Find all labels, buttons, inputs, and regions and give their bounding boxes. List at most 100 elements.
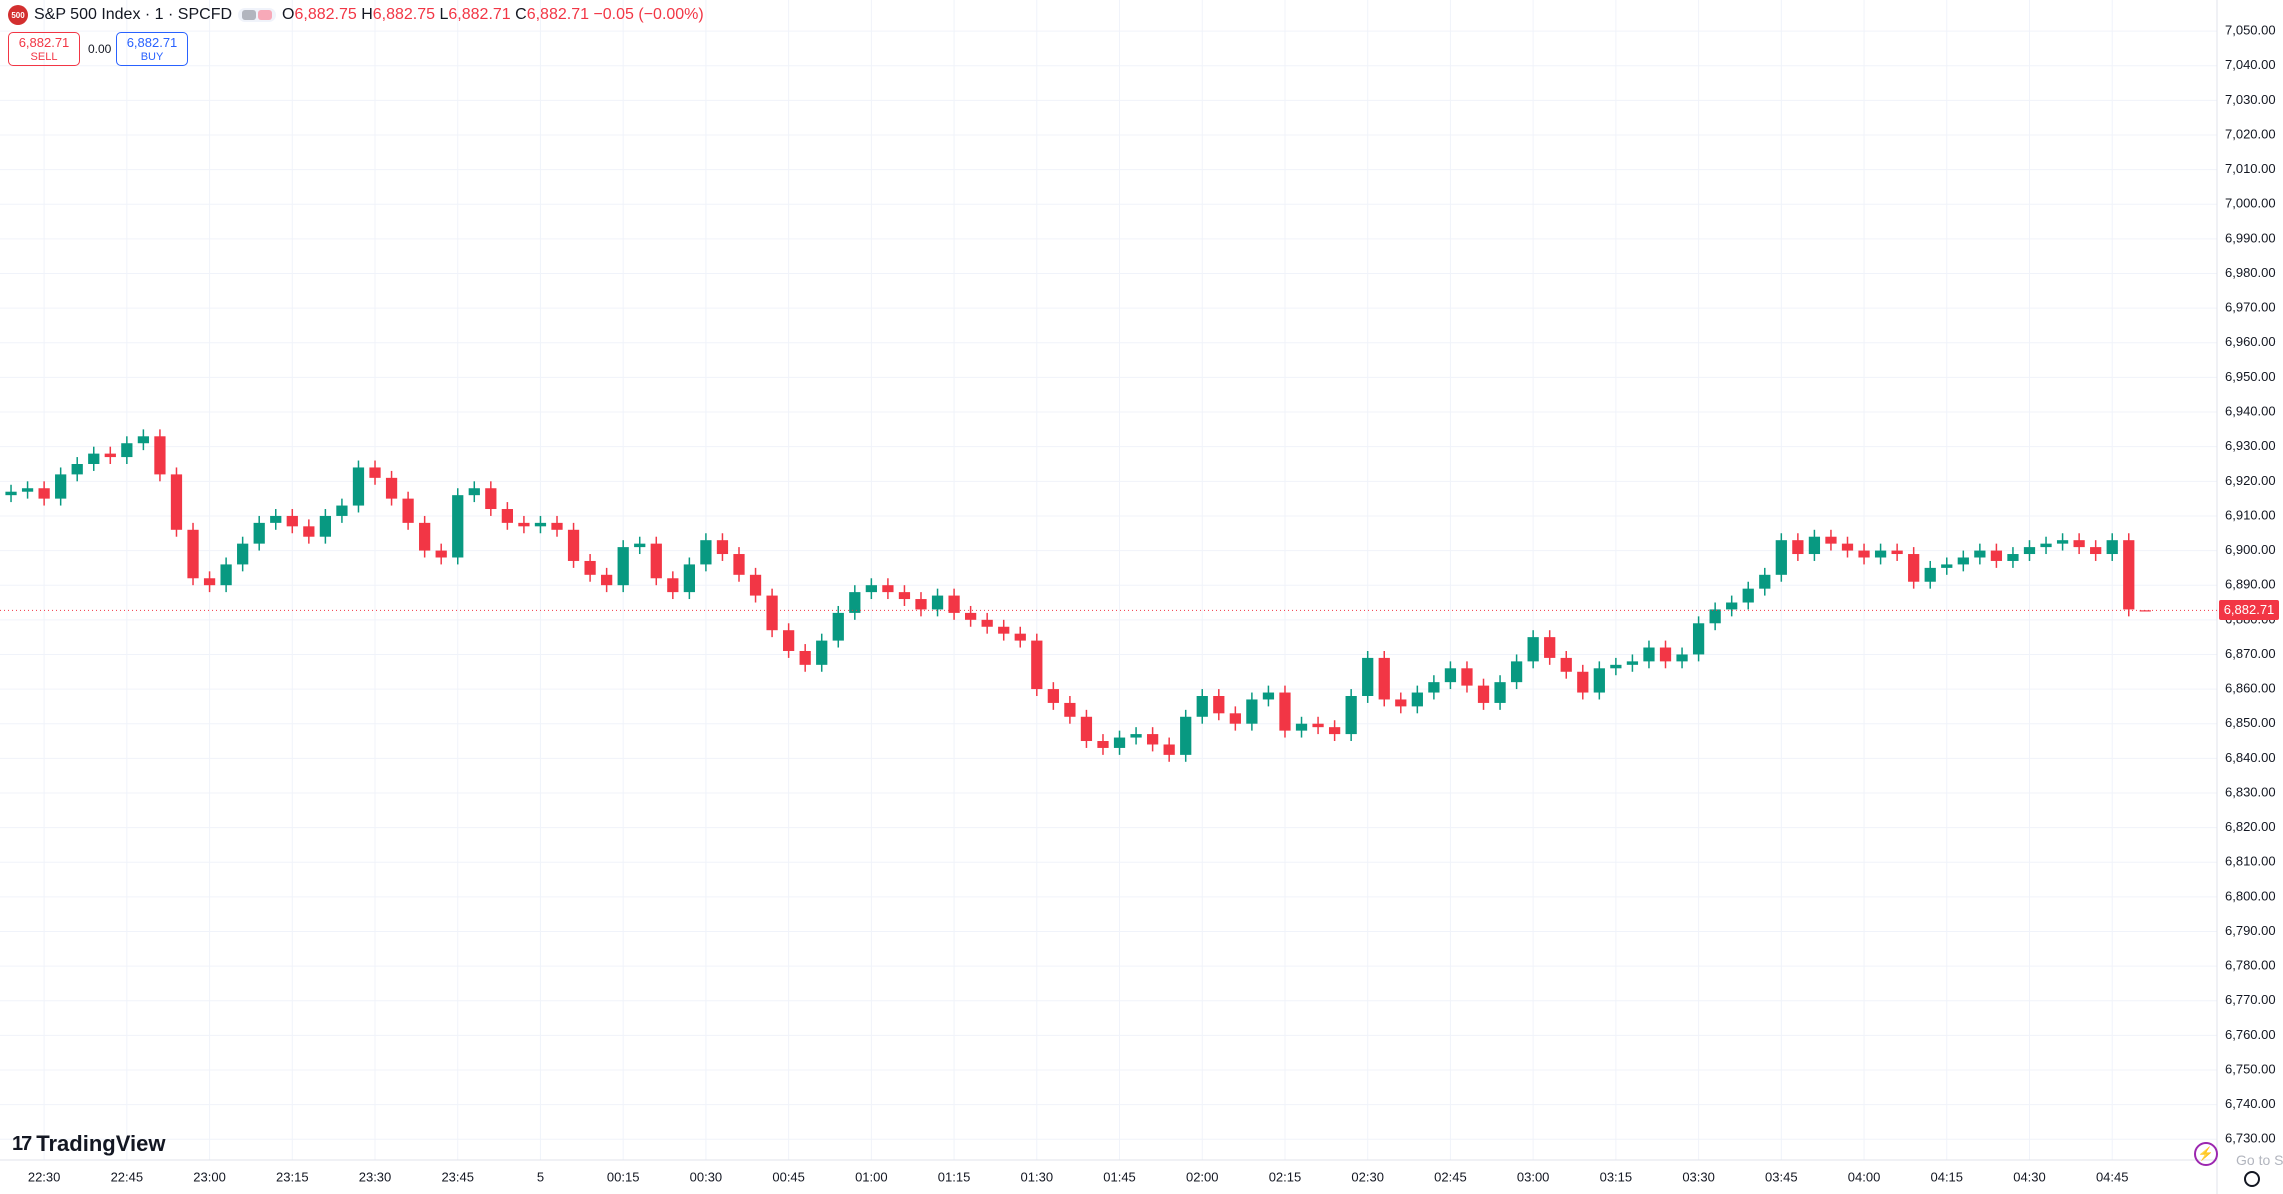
candle-body — [1742, 588, 1754, 603]
candle-body — [2007, 554, 2019, 561]
go-to-link[interactable]: Go to S — [2236, 1152, 2283, 1168]
symbol-title[interactable]: S&P 500 Index · 1 · SPCFD — [34, 6, 233, 23]
candle-body — [1097, 741, 1109, 748]
candle-body — [1262, 692, 1275, 700]
candle-body — [1659, 647, 1672, 662]
candle-body — [1180, 716, 1192, 755]
last-price-tag: 6,882.71 — [2219, 600, 2279, 621]
candle-body — [749, 574, 762, 596]
candle-body — [2040, 543, 2052, 548]
candle-body — [1362, 657, 1374, 696]
candle-body — [2090, 547, 2102, 555]
x-tick-label: 23:00 — [193, 1169, 226, 1184]
candle-body — [1494, 682, 1506, 703]
x-tick-label: 04:30 — [2013, 1169, 2046, 1184]
buy-price: 6,882.71 — [126, 35, 178, 50]
candle-body — [700, 540, 712, 565]
candle-body — [1047, 689, 1059, 703]
candle-body — [617, 547, 629, 586]
lightning-icon[interactable]: ⚡ — [2194, 1142, 2218, 1166]
x-tick-label: 5 — [537, 1169, 544, 1184]
buy-button[interactable]: 6,882.71 BUY — [116, 32, 188, 66]
candle-body — [931, 595, 944, 610]
candle-body — [1113, 737, 1126, 748]
x-tick-label: 03:30 — [1682, 1169, 1715, 1184]
candle-body — [237, 543, 249, 565]
y-tick-label: 7,040.00 — [2225, 57, 2276, 72]
candle-body — [402, 498, 414, 523]
candle-body — [1957, 557, 1969, 565]
candle-body — [865, 585, 877, 593]
candle-body — [733, 554, 745, 575]
candle-body — [1246, 699, 1258, 724]
candle-body — [1229, 713, 1241, 724]
status-pill[interactable] — [238, 8, 277, 22]
candle-body — [485, 488, 497, 510]
candle-body — [1031, 640, 1043, 690]
buy-label: BUY — [140, 51, 164, 63]
watermark-text: TradingView — [36, 1131, 166, 1156]
c-label: C — [515, 6, 527, 23]
candle-body — [981, 619, 993, 627]
y-tick-label: 6,920.00 — [2225, 473, 2276, 488]
candle-body — [799, 650, 811, 665]
candle-body — [1626, 661, 1639, 665]
watermark[interactable]: 17 TradingView — [12, 1131, 166, 1156]
candle-body — [1692, 623, 1705, 655]
x-tick-label: 02:15 — [1269, 1169, 1302, 1184]
candle-body — [1213, 696, 1225, 714]
candle-body — [1709, 609, 1721, 624]
y-tick-label: 6,810.00 — [2225, 854, 2276, 869]
o-value: 6,882.75 — [294, 6, 357, 23]
y-tick-label: 6,990.00 — [2225, 230, 2276, 245]
x-tick-label: 04:00 — [1848, 1169, 1881, 1184]
candle-body — [2123, 540, 2135, 610]
candle-body — [1064, 702, 1076, 717]
candle-body — [915, 599, 927, 610]
x-tick-label: 04:15 — [1930, 1169, 1963, 1184]
y-tick-label: 6,740.00 — [2225, 1096, 2276, 1111]
candle-body — [1941, 564, 1953, 568]
y-tick-label: 7,000.00 — [2225, 196, 2276, 211]
candle-body — [849, 592, 861, 613]
x-tick-label: 00:15 — [607, 1169, 640, 1184]
x-tick-label: 22:45 — [111, 1169, 144, 1184]
x-tick-label: 23:30 — [359, 1169, 392, 1184]
candle-body — [1146, 734, 1159, 745]
x-tick-label: 22:30 — [28, 1169, 61, 1184]
candle-body — [1874, 550, 1887, 558]
x-tick-label: 03:00 — [1517, 1169, 1550, 1184]
y-tick-label: 7,010.00 — [2225, 161, 2276, 176]
y-tick-label: 6,820.00 — [2225, 819, 2276, 834]
candle-body — [518, 522, 530, 527]
y-tick-label: 6,900.00 — [2225, 542, 2276, 557]
y-tick-label: 6,890.00 — [2225, 577, 2276, 592]
candle-body — [1792, 540, 1804, 555]
x-tick-label: 01:45 — [1103, 1169, 1136, 1184]
candle-body — [1163, 744, 1175, 755]
candle-body — [1577, 671, 1589, 693]
candle-body — [2106, 540, 2118, 555]
y-tick-label: 6,860.00 — [2225, 681, 2276, 696]
candle-body — [567, 529, 580, 561]
candle-body — [1759, 574, 1771, 589]
sell-button[interactable]: 6,882.71 SELL — [8, 32, 80, 66]
candle-body — [534, 522, 547, 527]
c-value: 6,882.71 — [526, 6, 589, 23]
candle-body — [435, 550, 447, 558]
candle-body — [1510, 661, 1523, 683]
candle-body — [948, 595, 960, 613]
candle-body — [882, 585, 894, 593]
candle-body — [1279, 692, 1291, 731]
candle-body — [203, 578, 216, 586]
x-tick-label: 02:00 — [1186, 1169, 1219, 1184]
x-tick-label: 02:45 — [1434, 1169, 1467, 1184]
candle-body — [1130, 734, 1142, 738]
settings-icon[interactable] — [2244, 1171, 2260, 1187]
candle-body — [1841, 543, 1854, 551]
y-tick-label: 6,760.00 — [2225, 1027, 2276, 1042]
candle-body — [898, 592, 911, 600]
candle-body — [832, 612, 844, 641]
o-label: O — [282, 6, 295, 23]
